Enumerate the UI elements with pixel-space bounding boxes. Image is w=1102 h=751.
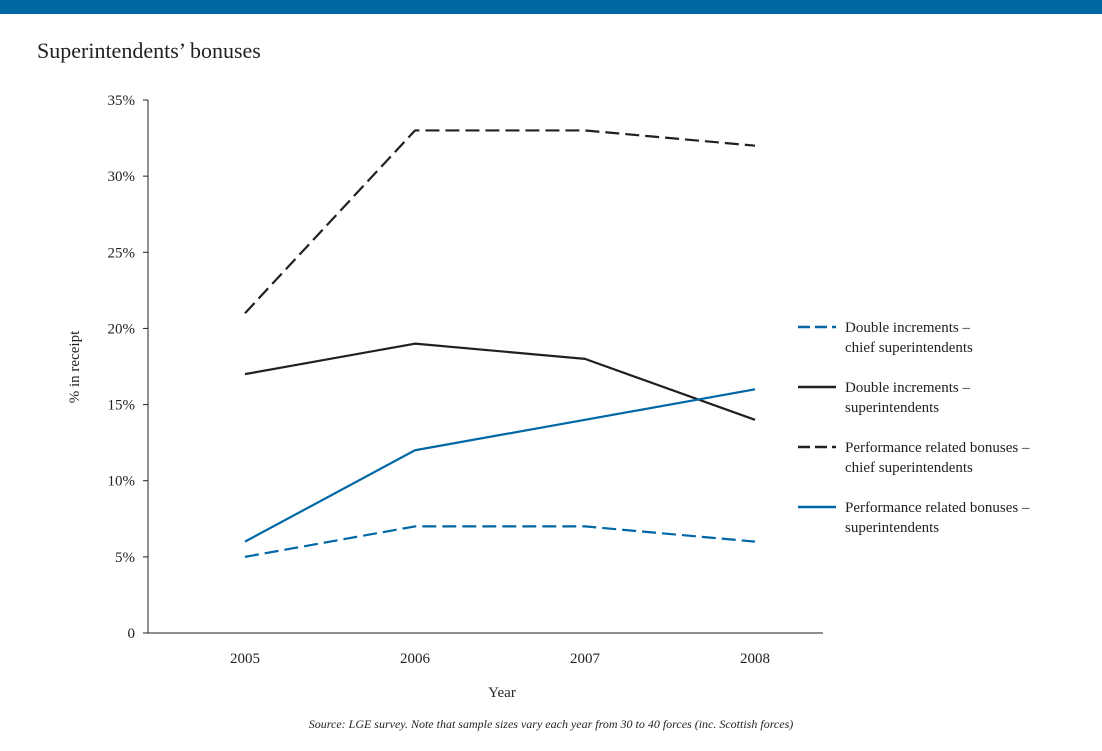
x-axis-title: Year <box>488 685 516 701</box>
y-tick-label: 25% <box>108 245 136 261</box>
legend-label-line: superintendents <box>845 520 940 536</box>
x-tick-label: 2007 <box>570 651 601 667</box>
legend-swatch <box>798 505 836 509</box>
series-line-2 <box>244 342 756 421</box>
series-line-1 <box>244 525 756 558</box>
chart-title: Superintendents’ bonuses <box>37 38 261 63</box>
legend-label-line: chief superintendents <box>845 340 973 356</box>
legend-label: Performance related bonuses – superintend… <box>845 498 1030 538</box>
x-tick-label: 2006 <box>400 651 431 667</box>
legend-swatch <box>798 445 836 449</box>
header-bar <box>0 0 1102 14</box>
y-tick-label: 20% <box>108 321 136 337</box>
series-line-4 <box>244 388 756 543</box>
legend-item: Double increments – superintendents <box>798 378 1098 438</box>
legend-label: Performance related bonuses – chief super… <box>845 438 1030 478</box>
legend-label: Double increments – chief superintendents <box>845 318 973 358</box>
legend-label-line: Performance related bonuses – <box>845 500 1030 516</box>
legend-label-line: chief superintendents <box>845 460 973 476</box>
y-tick-label: 15% <box>108 398 136 414</box>
y-tick-label: 10% <box>108 474 136 490</box>
legend-item: Performance related bonuses – superintend… <box>798 498 1098 558</box>
legend-label-line: Double increments – <box>845 320 970 336</box>
legend-swatch <box>798 325 836 329</box>
legend-label: Double increments – superintendents <box>845 378 970 418</box>
legend-swatch <box>798 385 836 389</box>
series-line-3 <box>244 129 756 314</box>
x-tick-label: 2008 <box>740 651 770 667</box>
legend-label-line: superintendents <box>845 400 940 416</box>
y-axis-ticks: 0 5% 10% 15% 20% 25% 30% 35% <box>108 93 148 642</box>
chart-legend: Double increments – chief superintendents… <box>798 318 1098 558</box>
chart-axes <box>147 100 823 634</box>
x-axis-ticks: 2005 2006 2007 2008 <box>230 651 770 667</box>
x-tick-label: 2005 <box>230 651 260 667</box>
y-tick-label: 35% <box>108 93 136 109</box>
y-tick-label: 30% <box>108 169 136 185</box>
legend-label-line: Double increments – <box>845 380 970 396</box>
source-note: Source: LGE survey. Note that sample siz… <box>308 717 794 731</box>
legend-item: Double increments – chief superintendents <box>798 318 1098 378</box>
y-tick-label: 5% <box>115 550 135 566</box>
series-lines <box>244 129 756 558</box>
legend-label-line: Performance related bonuses – <box>845 440 1030 456</box>
legend-item: Performance related bonuses – chief super… <box>798 438 1098 498</box>
y-axis-title: % in receipt <box>67 330 83 403</box>
y-tick-label: 0 <box>128 626 136 642</box>
